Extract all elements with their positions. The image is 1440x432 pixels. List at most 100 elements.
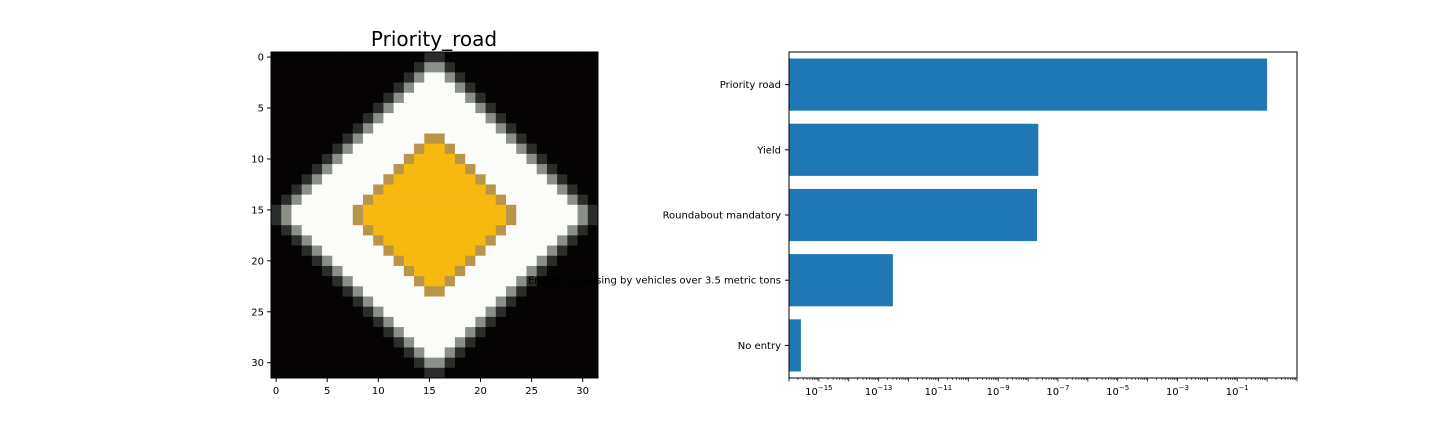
image-pixel (546, 337, 558, 348)
image-pixel (475, 153, 486, 165)
image-pixel (291, 316, 303, 328)
image-pixel (557, 153, 568, 165)
image-pixel (587, 123, 599, 134)
image-pixel (444, 174, 456, 185)
image-pixel (587, 194, 599, 206)
image-pixel (577, 62, 589, 73)
image-pixel (567, 245, 578, 257)
image-x-tick-label: 15 (423, 386, 436, 397)
image-pixel (506, 62, 517, 73)
image-pixel (557, 194, 568, 206)
image-pixel (587, 52, 599, 63)
image-pixel (567, 52, 578, 63)
image-pixel (373, 225, 384, 236)
image-pixel (281, 194, 292, 206)
image-pixel (373, 184, 384, 196)
image-pixel (352, 296, 364, 308)
image-pixel (557, 276, 568, 287)
image-pixel (475, 82, 486, 94)
image-pixel (291, 102, 303, 114)
image-pixel (271, 133, 282, 145)
image-pixel (495, 225, 507, 236)
image-pixel (281, 337, 292, 348)
image-pixel (414, 296, 425, 308)
image-pixel (424, 255, 435, 267)
image-pixel (557, 265, 568, 277)
image-pixel (454, 286, 466, 297)
image-pixel (342, 174, 354, 185)
bar-x-axis: 10−15 10−13 10−11 10−9 10−7 10−5 10−3 10−1 (788, 378, 1298, 398)
image-pixel (475, 367, 486, 379)
image-pixel (362, 367, 374, 379)
image-pixel (362, 265, 374, 277)
image-pixel (536, 255, 548, 267)
image-pixel (342, 52, 354, 63)
image-pixel (485, 215, 497, 226)
image-pixel (332, 52, 343, 63)
image-pixel (526, 82, 538, 94)
image-pixel (403, 235, 415, 246)
image-pixel (516, 286, 527, 297)
image-pixel (301, 194, 313, 206)
image-pixel (434, 113, 446, 124)
image-pixel (311, 184, 323, 196)
image-pixel (281, 123, 292, 134)
image-pixel (516, 82, 527, 94)
image-pixel (516, 215, 527, 226)
image-pixel (414, 215, 425, 226)
image-pixel (301, 102, 313, 114)
image-pixel (506, 316, 517, 328)
image-pixel (403, 367, 415, 379)
image-pixel (454, 306, 466, 318)
image-pixel (434, 235, 446, 246)
image-pixel (546, 82, 558, 94)
image-pixel (271, 337, 282, 348)
image-pixel (352, 153, 364, 165)
image-pixel (475, 194, 486, 206)
image-pixel (271, 225, 282, 236)
image-pixel (383, 276, 395, 287)
image-pixel (587, 153, 599, 165)
image-pixel (281, 255, 292, 267)
image-pixel (373, 102, 384, 114)
image-pixel (444, 52, 456, 63)
image-pixel (485, 306, 497, 318)
image-pixel (424, 337, 435, 348)
image-pixel (516, 276, 527, 287)
image-pixel (342, 62, 354, 73)
image-pixel (495, 184, 507, 196)
image-pixel (373, 92, 384, 104)
image-pixel (352, 337, 364, 348)
image-pixel (557, 133, 568, 145)
image-pixel (536, 62, 548, 73)
image-pixel (291, 133, 303, 145)
image-pixel (301, 235, 313, 246)
image-pixel (281, 316, 292, 328)
image-pixel (342, 92, 354, 104)
image-pixel (567, 337, 578, 348)
image-pixel (454, 215, 466, 226)
image-pixel (332, 276, 343, 287)
image-pixel (465, 143, 476, 155)
image-pixel (587, 113, 599, 124)
image-pixel (444, 62, 456, 73)
image-pixel (434, 276, 446, 287)
image-pixel (403, 153, 415, 165)
image-pixel (587, 255, 599, 267)
image-pixel (383, 143, 395, 155)
image-pixel (485, 245, 497, 257)
image-pixel (465, 62, 476, 73)
image-pixel (546, 174, 558, 185)
image-pixel (465, 357, 476, 369)
image-pixel (557, 174, 568, 185)
image-pixel (444, 153, 456, 165)
image-pixel (414, 92, 425, 104)
image-pixel (506, 327, 517, 338)
image-pixel (516, 174, 527, 185)
image-pixel (352, 215, 364, 226)
image-pixel (587, 276, 599, 287)
image-pixel (271, 72, 282, 83)
image-pixel (393, 245, 405, 257)
image-pixel (434, 204, 446, 216)
image-pixel (393, 133, 405, 145)
